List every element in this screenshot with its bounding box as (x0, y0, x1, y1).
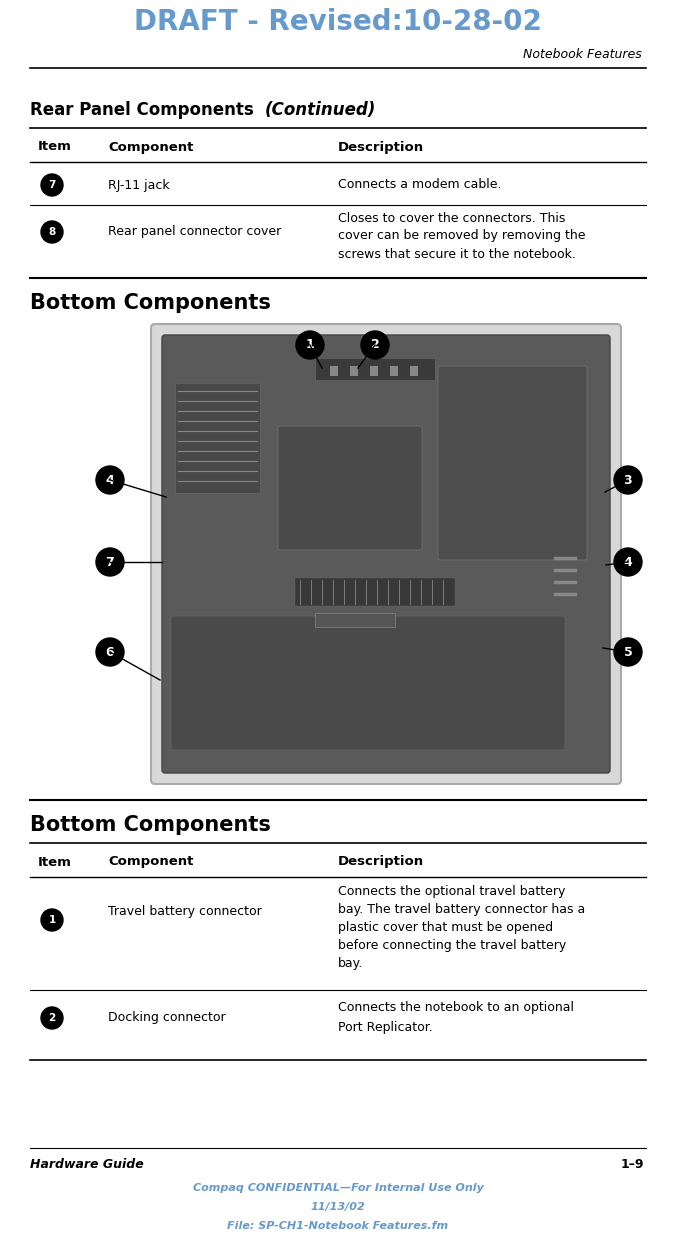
Text: 4: 4 (624, 555, 632, 569)
Bar (315, 613, 395, 627)
Text: 2: 2 (370, 339, 379, 351)
Bar (330, 366, 338, 376)
Circle shape (96, 637, 124, 666)
Bar (410, 366, 418, 376)
Text: Connects the optional travel battery: Connects the optional travel battery (338, 885, 565, 899)
Text: Description: Description (338, 141, 424, 153)
Bar (175, 383, 260, 493)
Text: bay.: bay. (338, 957, 363, 971)
Text: Closes to cover the connectors. This: Closes to cover the connectors. This (338, 212, 565, 224)
Circle shape (361, 331, 389, 359)
Circle shape (96, 548, 124, 576)
Text: Notebook Features: Notebook Features (523, 49, 642, 61)
FancyBboxPatch shape (151, 324, 621, 784)
Text: File: SP-CH1-Notebook Features.fm: File: SP-CH1-Notebook Features.fm (227, 1221, 449, 1231)
Text: screws that secure it to the notebook.: screws that secure it to the notebook. (338, 248, 576, 260)
Circle shape (614, 637, 642, 666)
FancyBboxPatch shape (438, 366, 587, 560)
Text: Port Replicator.: Port Replicator. (338, 1021, 433, 1033)
Bar (370, 366, 378, 376)
Text: Item: Item (38, 141, 72, 153)
Circle shape (41, 222, 63, 243)
Text: plastic cover that must be opened: plastic cover that must be opened (338, 921, 553, 935)
Circle shape (96, 466, 124, 494)
Circle shape (41, 909, 63, 931)
Text: Item: Item (38, 855, 72, 869)
Text: 7: 7 (48, 181, 55, 190)
FancyBboxPatch shape (162, 335, 610, 773)
Text: Bottom Components: Bottom Components (30, 815, 271, 835)
Circle shape (614, 548, 642, 576)
Bar (315, 359, 435, 380)
Text: 1: 1 (49, 915, 55, 925)
Circle shape (41, 1007, 63, 1030)
FancyBboxPatch shape (278, 426, 422, 550)
Text: 1–9: 1–9 (621, 1159, 644, 1172)
Text: Travel battery connector: Travel battery connector (108, 905, 262, 919)
Text: Connects the notebook to an optional: Connects the notebook to an optional (338, 1001, 574, 1015)
Text: RJ-11 jack: RJ-11 jack (108, 178, 170, 192)
Bar (390, 366, 398, 376)
Text: Hardware Guide: Hardware Guide (30, 1159, 144, 1172)
Text: before connecting the travel battery: before connecting the travel battery (338, 940, 566, 952)
Text: Bottom Components: Bottom Components (30, 293, 271, 312)
Circle shape (614, 466, 642, 494)
Text: Component: Component (108, 855, 193, 869)
Text: Description: Description (338, 855, 424, 869)
Text: Component: Component (108, 141, 193, 153)
Bar (350, 366, 358, 376)
Text: Connects a modem cable.: Connects a modem cable. (338, 178, 502, 192)
Text: Rear Panel Components: Rear Panel Components (30, 101, 260, 120)
Bar (295, 578, 455, 606)
FancyBboxPatch shape (171, 616, 565, 749)
Text: 11/13/02: 11/13/02 (311, 1201, 365, 1211)
Text: cover can be removed by removing the: cover can be removed by removing the (338, 229, 585, 243)
Text: 3: 3 (624, 473, 632, 487)
Text: Rear panel connector cover: Rear panel connector cover (108, 225, 281, 239)
Text: 1: 1 (306, 339, 314, 351)
Circle shape (296, 331, 324, 359)
Text: 6: 6 (105, 645, 114, 659)
Text: bay. The travel battery connector has a: bay. The travel battery connector has a (338, 904, 585, 916)
Text: Docking connector: Docking connector (108, 1011, 226, 1025)
Text: Compaq CONFIDENTIAL—For Internal Use Only: Compaq CONFIDENTIAL—For Internal Use Onl… (193, 1183, 483, 1193)
Text: 2: 2 (49, 1013, 55, 1023)
Text: 5: 5 (624, 645, 632, 659)
Text: (Continued): (Continued) (265, 101, 377, 120)
Text: DRAFT - Revised:10-28-02: DRAFT - Revised:10-28-02 (134, 7, 542, 36)
Text: 8: 8 (49, 227, 55, 237)
Circle shape (41, 174, 63, 195)
Text: 4: 4 (105, 473, 114, 487)
Text: 7: 7 (105, 555, 114, 569)
